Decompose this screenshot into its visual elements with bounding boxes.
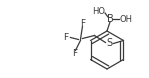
Text: F: F (72, 49, 77, 58)
Text: B: B (107, 14, 113, 24)
Text: S: S (106, 39, 112, 49)
Text: HO: HO (93, 6, 105, 16)
Text: OH: OH (119, 15, 132, 23)
Text: F: F (63, 33, 68, 42)
Text: F: F (80, 19, 85, 28)
